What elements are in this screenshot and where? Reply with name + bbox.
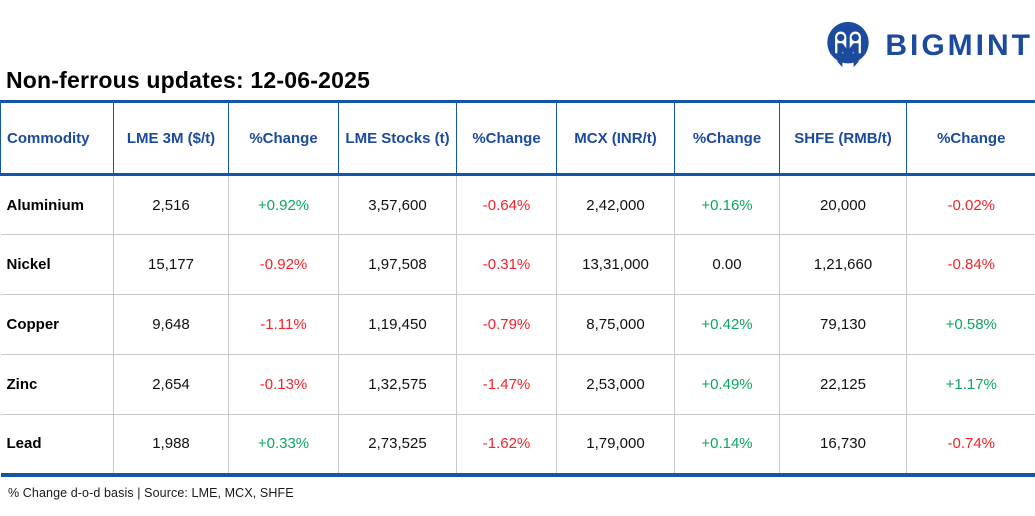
lme-stocks-change-value: -0.31% [456, 234, 557, 295]
commodity-name: Zinc [0, 354, 114, 415]
column-header-shfe-change: %Change [906, 101, 1035, 176]
table-row-lead: Lead 1,988 +0.33% 2,73,525 -1.62% 1,79,0… [0, 414, 1035, 475]
commodity-name: Copper [0, 294, 114, 355]
table-row-nickel: Nickel 15,177 -0.92% 1,97,508 -0.31% 13,… [0, 234, 1035, 295]
commodity-name: Lead [0, 414, 114, 475]
lme-stocks-value: 3,57,600 [338, 174, 457, 235]
mcx-change-value: +0.14% [674, 414, 780, 475]
lme-stocks-value: 1,97,508 [338, 234, 457, 295]
lme-stocks-change-value: -1.47% [456, 354, 557, 415]
mcx-change-value: +0.49% [674, 354, 780, 415]
lme-3m-value: 2,654 [113, 354, 229, 415]
table-header-row: Commodity LME 3M ($/t) %Change LME Stock… [0, 101, 1035, 176]
report-header: Non-ferrous updates: 12-06-2025 BIGMINT [0, 0, 1035, 100]
shfe-value: 20,000 [779, 174, 907, 235]
column-header-lme-stocks-change: %Change [456, 101, 557, 176]
brand-logo: BIGMINT [820, 18, 1033, 74]
shfe-change-value: -0.02% [906, 174, 1035, 235]
mcx-value: 2,53,000 [556, 354, 675, 415]
lme-3m-change-value: +0.33% [228, 414, 339, 475]
commodity-name: Nickel [0, 234, 114, 295]
lme-3m-change-value: -0.92% [228, 234, 339, 295]
mcx-value: 1,79,000 [556, 414, 675, 475]
page-title: Non-ferrous updates: 12-06-2025 [6, 67, 371, 93]
shfe-change-value: +1.17% [906, 354, 1035, 415]
lme-3m-value: 9,648 [113, 294, 229, 355]
commodity-price-table: Commodity LME 3M ($/t) %Change LME Stock… [0, 100, 1035, 477]
lme-stocks-change-value: -0.79% [456, 294, 557, 355]
mcx-value: 13,31,000 [556, 234, 675, 295]
lme-3m-value: 2,516 [113, 174, 229, 235]
shfe-change-value: +0.58% [906, 294, 1035, 355]
column-header-lme-3m-change: %Change [228, 101, 339, 176]
mcx-value: 2,42,000 [556, 174, 675, 235]
shfe-value: 16,730 [779, 414, 907, 475]
lme-stocks-value: 2,73,525 [338, 414, 457, 475]
column-header-commodity: Commodity [0, 101, 114, 176]
lme-stocks-value: 1,19,450 [338, 294, 457, 355]
lme-stocks-change-value: -0.64% [456, 174, 557, 235]
column-header-shfe: SHFE (RMB/t) [779, 101, 907, 176]
brand-name: BIGMINT [885, 29, 1033, 62]
shfe-value: 1,21,660 [779, 234, 907, 295]
column-header-lme-3m: LME 3M ($/t) [113, 101, 229, 176]
lme-stocks-value: 1,32,575 [338, 354, 457, 415]
shfe-change-value: -0.84% [906, 234, 1035, 295]
shfe-value: 79,130 [779, 294, 907, 355]
mcx-value: 8,75,000 [556, 294, 675, 355]
commodity-name: Aluminium [6, 196, 85, 214]
mcx-change-value: 0.00 [674, 234, 780, 295]
lme-3m-change-value: +0.92% [228, 174, 339, 235]
shfe-change-value: -0.74% [906, 414, 1035, 475]
mcx-change-value: +0.16% [674, 174, 780, 235]
mcx-change-value: +0.42% [674, 294, 780, 355]
shfe-value: 22,125 [779, 354, 907, 415]
table-row-zinc: Zinc 2,654 -0.13% 1,32,575 -1.47% 2,53,0… [0, 354, 1035, 415]
lme-3m-value: 1,988 [113, 414, 229, 475]
table-row-aluminium: Aluminium 2,516 +0.92% 3,57,600 -0.64% 2… [1, 174, 1035, 235]
lme-3m-change-value: -1.11% [228, 294, 339, 355]
lme-stocks-change-value: -1.62% [456, 414, 557, 475]
bigmint-people-icon [827, 21, 870, 68]
lme-3m-value: 15,177 [113, 234, 229, 295]
column-header-mcx-change: %Change [674, 101, 780, 176]
footer-note: % Change d-o-d basis | Source: LME, MCX,… [8, 485, 294, 500]
lme-3m-change-value: -0.13% [228, 354, 339, 415]
column-header-mcx: MCX (INR/t) [556, 101, 675, 176]
table-row-copper: Copper 9,648 -1.11% 1,19,450 -0.79% 8,75… [0, 294, 1035, 355]
column-header-lme-stocks: LME Stocks (t) [338, 101, 457, 176]
